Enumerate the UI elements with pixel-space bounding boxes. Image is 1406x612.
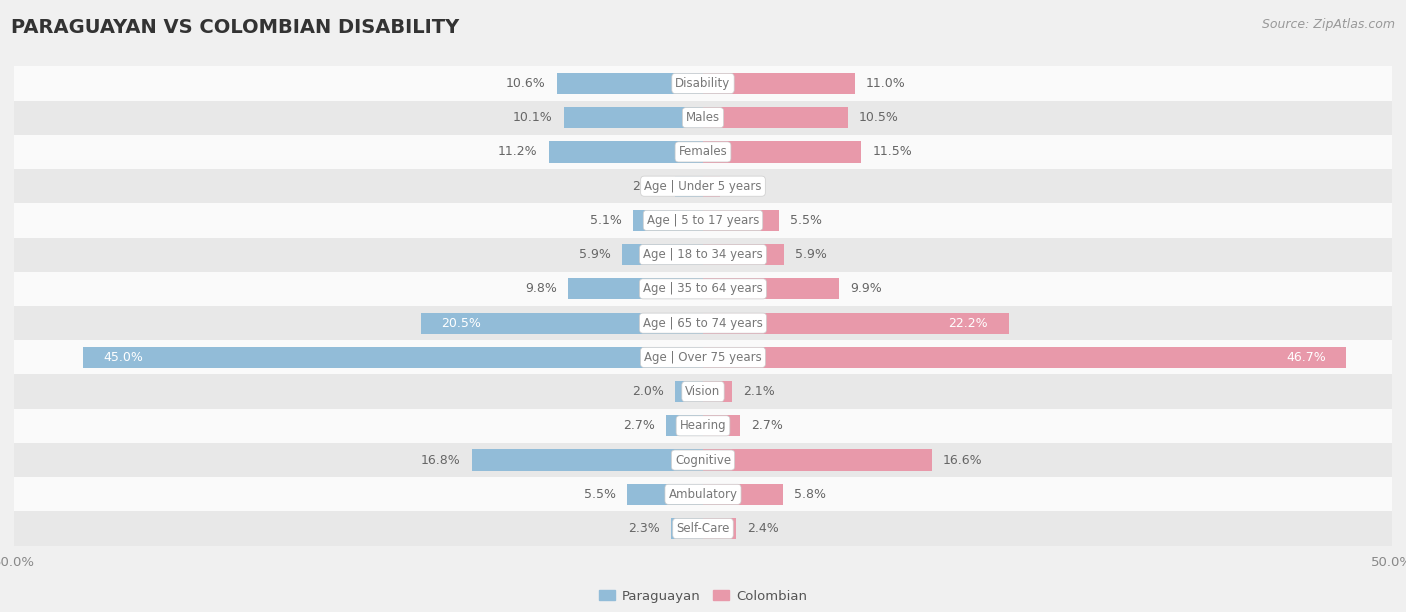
Bar [703,210,779,231]
Text: 10.6%: 10.6% [506,77,546,90]
Text: 10.5%: 10.5% [859,111,898,124]
Bar [14,477,1392,512]
Text: 16.6%: 16.6% [943,453,983,466]
Bar [471,449,703,471]
Text: Disability: Disability [675,77,731,90]
Text: Hearing: Hearing [679,419,727,432]
Bar [83,347,703,368]
Bar [14,272,1392,306]
Text: 2.4%: 2.4% [747,522,779,535]
Text: Age | Under 5 years: Age | Under 5 years [644,180,762,193]
Bar [14,340,1392,375]
Text: PARAGUAYAN VS COLOMBIAN DISABILITY: PARAGUAYAN VS COLOMBIAN DISABILITY [11,18,460,37]
Text: 5.5%: 5.5% [790,214,821,227]
Text: 11.5%: 11.5% [873,146,912,159]
Bar [14,66,1392,100]
Bar [568,278,703,299]
Bar [703,347,1347,368]
Bar [14,306,1392,340]
Text: 2.7%: 2.7% [751,419,783,432]
Bar [14,512,1392,546]
Text: 2.0%: 2.0% [633,385,665,398]
Text: Age | 35 to 64 years: Age | 35 to 64 years [643,282,763,296]
Text: Males: Males [686,111,720,124]
Text: 9.8%: 9.8% [524,282,557,296]
Bar [703,141,862,163]
Bar [671,518,703,539]
Text: 2.3%: 2.3% [628,522,661,535]
Bar [703,73,855,94]
Legend: Paraguayan, Colombian: Paraguayan, Colombian [593,584,813,608]
Bar [703,518,737,539]
Text: 1.2%: 1.2% [731,180,762,193]
Text: 9.9%: 9.9% [851,282,882,296]
Text: 5.1%: 5.1% [591,214,621,227]
Bar [14,409,1392,443]
Bar [703,278,839,299]
Text: Age | 65 to 74 years: Age | 65 to 74 years [643,316,763,330]
Text: 20.5%: 20.5% [441,316,481,330]
Bar [666,415,703,436]
Text: 11.0%: 11.0% [866,77,905,90]
Bar [703,381,733,402]
Bar [14,203,1392,237]
Text: Females: Females [679,146,727,159]
Text: Age | 5 to 17 years: Age | 5 to 17 years [647,214,759,227]
Text: Self-Care: Self-Care [676,522,730,535]
Text: Ambulatory: Ambulatory [668,488,738,501]
Text: Cognitive: Cognitive [675,453,731,466]
Bar [675,176,703,197]
Text: 5.5%: 5.5% [585,488,616,501]
Text: 5.9%: 5.9% [579,248,610,261]
Bar [564,107,703,129]
Bar [703,244,785,265]
Bar [703,313,1010,334]
Bar [420,313,703,334]
Bar [627,483,703,505]
Text: Vision: Vision [685,385,721,398]
Text: 2.1%: 2.1% [742,385,775,398]
Bar [703,176,720,197]
Text: Age | Over 75 years: Age | Over 75 years [644,351,762,364]
Bar [557,73,703,94]
Text: 22.2%: 22.2% [949,316,988,330]
Bar [14,443,1392,477]
Text: 5.9%: 5.9% [796,248,827,261]
Bar [703,449,932,471]
Bar [621,244,703,265]
Text: Age | 18 to 34 years: Age | 18 to 34 years [643,248,763,261]
Bar [703,415,740,436]
Bar [548,141,703,163]
Bar [14,135,1392,169]
Bar [675,381,703,402]
Bar [633,210,703,231]
Text: 11.2%: 11.2% [498,146,537,159]
Text: 2.7%: 2.7% [623,419,655,432]
Text: 46.7%: 46.7% [1286,351,1326,364]
Bar [14,237,1392,272]
Bar [703,483,783,505]
Bar [14,375,1392,409]
Text: 5.8%: 5.8% [794,488,825,501]
Text: 10.1%: 10.1% [513,111,553,124]
Bar [14,169,1392,203]
Text: 45.0%: 45.0% [104,351,143,364]
Bar [703,107,848,129]
Bar [14,100,1392,135]
Text: 2.0%: 2.0% [633,180,665,193]
Text: Source: ZipAtlas.com: Source: ZipAtlas.com [1261,18,1395,31]
Text: 16.8%: 16.8% [420,453,461,466]
